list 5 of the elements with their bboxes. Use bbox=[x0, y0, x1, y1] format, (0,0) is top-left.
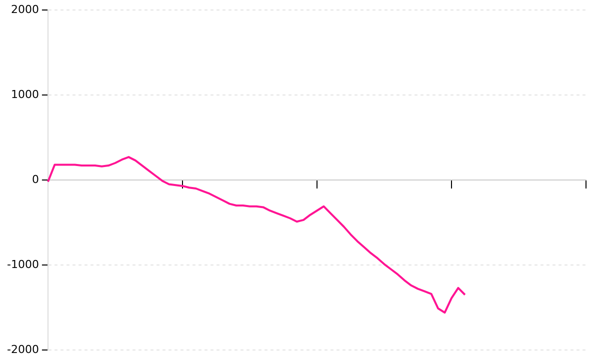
y-tick-label: -1000 bbox=[6, 258, 39, 271]
y-tick-label: 2000 bbox=[10, 2, 39, 16]
y-tick-label: -2000 bbox=[6, 342, 39, 356]
y-tick-label: 0 bbox=[32, 172, 39, 186]
y-tick-label: 1000 bbox=[10, 88, 39, 101]
